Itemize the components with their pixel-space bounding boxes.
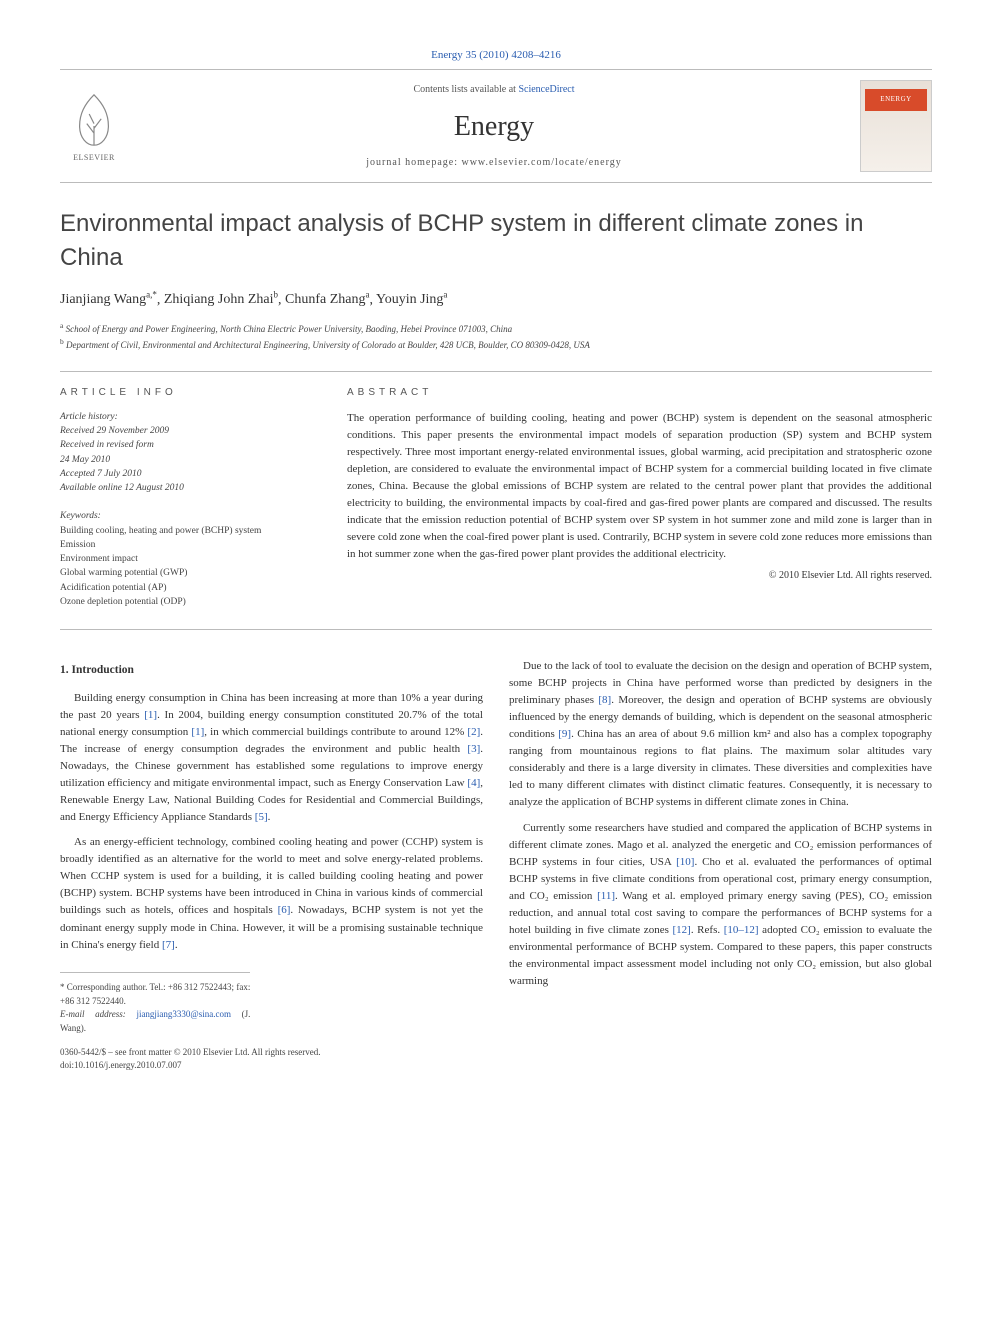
- left-column: 1. Introduction Building energy consumpt…: [60, 658, 483, 1071]
- ref-link[interactable]: [10–12]: [724, 924, 759, 936]
- contents-list-line: Contents lists available at ScienceDirec…: [128, 83, 860, 97]
- journal-header: ELSEVIER Contents lists available at Sci…: [60, 69, 932, 183]
- ref-link[interactable]: [10]: [676, 856, 694, 868]
- journal-name: Energy: [128, 107, 860, 146]
- ref-link[interactable]: [11]: [597, 890, 615, 902]
- journal-homepage: journal homepage: www.elsevier.com/locat…: [128, 156, 860, 170]
- abstract-label: ABSTRACT: [347, 386, 932, 400]
- ref-link[interactable]: [5]: [255, 811, 268, 823]
- ref-link[interactable]: [8]: [598, 694, 611, 706]
- publisher-name: ELSEVIER: [73, 152, 115, 163]
- affiliation: b Department of Civil, Environmental and…: [60, 336, 932, 353]
- ref-link[interactable]: [9]: [558, 728, 571, 740]
- ref-link[interactable]: [2]: [467, 726, 480, 738]
- ref-link[interactable]: [1]: [144, 709, 157, 721]
- front-matter-meta: 0360-5442/$ – see front matter © 2010 El…: [60, 1046, 483, 1071]
- ref-link[interactable]: [3]: [467, 743, 480, 755]
- tree-icon: [70, 90, 118, 150]
- affiliations: a School of Energy and Power Engineering…: [60, 320, 932, 353]
- ref-link[interactable]: [4]: [467, 777, 480, 789]
- journal-cover-thumbnail: ENERGY: [860, 80, 932, 172]
- article-info-label: ARTICLE INFO: [60, 386, 315, 400]
- citation-line: Energy 35 (2010) 4208–4216: [60, 48, 932, 63]
- author-list: Jianjiang Wanga,*, Zhiqiang John Zhaib, …: [60, 289, 932, 310]
- author: Youyin Jinga: [376, 292, 447, 307]
- paragraph: Due to the lack of tool to evaluate the …: [509, 658, 932, 811]
- paragraph: Currently some researchers have studied …: [509, 820, 932, 990]
- author: Chunfa Zhanga: [285, 292, 369, 307]
- sciencedirect-link[interactable]: ScienceDirect: [518, 84, 574, 95]
- cover-title: ENERGY: [865, 89, 927, 111]
- affiliation: a School of Energy and Power Engineering…: [60, 320, 932, 337]
- article-title: Environmental impact analysis of BCHP sy…: [60, 207, 932, 274]
- author: Zhiqiang John Zhaib: [164, 292, 278, 307]
- paragraph: As an energy-efficient technology, combi…: [60, 834, 483, 953]
- keywords: Keywords: Building cooling, heating and …: [60, 509, 315, 609]
- author: Jianjiang Wanga,*: [60, 292, 157, 307]
- paragraph: Building energy consumption in China has…: [60, 690, 483, 826]
- email-link[interactable]: jiangjiang3330@sina.com: [136, 1009, 231, 1019]
- copyright: © 2010 Elsevier Ltd. All rights reserved…: [347, 569, 932, 583]
- publisher-logo: ELSEVIER: [60, 86, 128, 166]
- ref-link[interactable]: [12]: [672, 924, 690, 936]
- abstract-text: The operation performance of building co…: [347, 410, 932, 563]
- intro-heading: 1. Introduction: [60, 662, 483, 680]
- article-history: Article history: Received 29 November 20…: [60, 410, 315, 496]
- corresponding-footnote: * Corresponding author. Tel.: +86 312 75…: [60, 972, 250, 1037]
- body-columns: 1. Introduction Building energy consumpt…: [60, 658, 932, 1071]
- ref-link[interactable]: [6]: [278, 904, 291, 916]
- article-meta-row: ARTICLE INFO Article history: Received 2…: [60, 371, 932, 630]
- right-column: Due to the lack of tool to evaluate the …: [509, 658, 932, 1071]
- ref-link[interactable]: [1]: [191, 726, 204, 738]
- ref-link[interactable]: [7]: [162, 939, 175, 951]
